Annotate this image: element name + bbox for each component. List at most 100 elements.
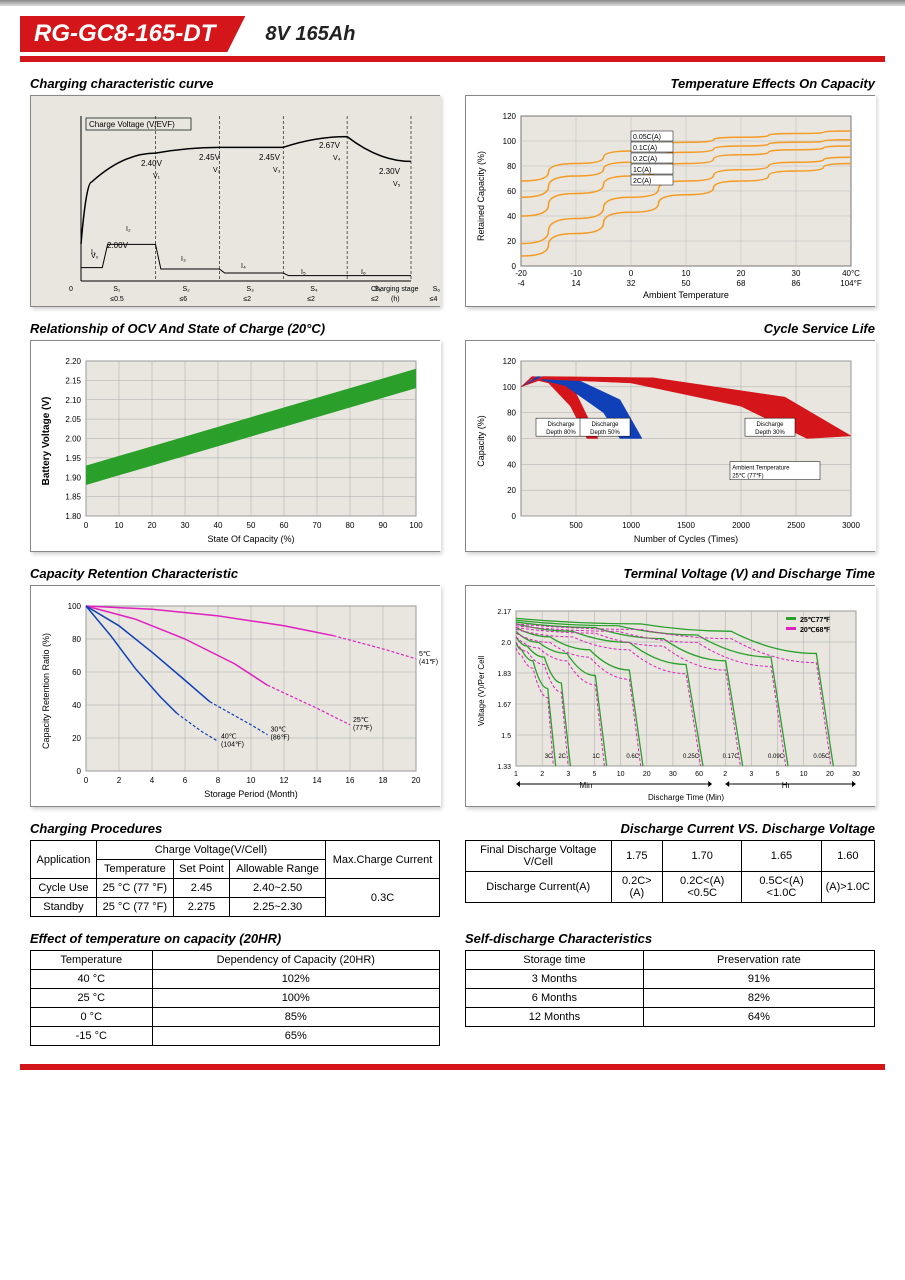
- svg-text:18: 18: [379, 776, 388, 785]
- svg-text:20: 20: [412, 776, 421, 785]
- svg-text:60: 60: [507, 187, 516, 196]
- chart5: 020406080100024681012141618205℃(41℉)25℃(…: [30, 585, 440, 807]
- svg-text:-10: -10: [570, 269, 582, 278]
- svg-text:0: 0: [77, 767, 82, 776]
- svg-text:I₃: I₃: [181, 256, 186, 263]
- chart6-title: Terminal Voltage (V) and Discharge Time: [465, 566, 875, 581]
- svg-text:≤2: ≤2: [307, 296, 315, 303]
- svg-text:1.5: 1.5: [501, 733, 511, 740]
- svg-text:Ambient Temperature: Ambient Temperature: [732, 466, 790, 472]
- svg-text:(104℉): (104℉): [221, 741, 244, 748]
- svg-text:60: 60: [72, 668, 81, 677]
- svg-text:3000: 3000: [842, 521, 860, 530]
- svg-text:104°F: 104°F: [840, 279, 862, 288]
- svg-text:80: 80: [507, 162, 516, 171]
- svg-text:12: 12: [280, 776, 289, 785]
- chart3: 1.801.851.901.952.002.052.102.152.200102…: [30, 340, 440, 552]
- svg-text:S₆: S₆: [433, 286, 441, 293]
- svg-text:Voltage (V)/Per Cell: Voltage (V)/Per Cell: [477, 656, 486, 726]
- chart6: 1.331.51.671.832.02.173C2C1C0.6C0.25C0.1…: [465, 585, 875, 807]
- table2-title: Discharge Current VS. Discharge Voltage: [465, 821, 875, 836]
- svg-text:20℃68℉: 20℃68℉: [800, 626, 830, 634]
- table3-title: Effect of temperature on capacity (20HR): [30, 931, 440, 946]
- svg-text:1.33: 1.33: [497, 764, 511, 771]
- table1-title: Charging Procedures: [30, 821, 440, 836]
- svg-text:10: 10: [115, 521, 124, 530]
- product-badge: RG-GC8-165-DT: [20, 16, 245, 52]
- svg-text:16: 16: [346, 776, 355, 785]
- svg-text:≤4: ≤4: [430, 296, 438, 303]
- svg-text:Discharge Time (Min): Discharge Time (Min): [648, 793, 724, 802]
- footer-red-bar: [20, 1064, 885, 1070]
- svg-text:120: 120: [503, 112, 517, 121]
- svg-text:20: 20: [643, 771, 651, 778]
- svg-text:120: 120: [503, 357, 517, 366]
- table3: TemperatureDependency of Capacity (20HR)…: [30, 950, 440, 1046]
- svg-text:20: 20: [826, 771, 834, 778]
- svg-text:10: 10: [617, 771, 625, 778]
- chart1-title: Charging characteristic curve: [30, 76, 440, 91]
- svg-text:3: 3: [749, 771, 753, 778]
- svg-text:1.90: 1.90: [65, 473, 81, 482]
- svg-text:1.85: 1.85: [65, 493, 81, 502]
- svg-text:Battery Voltage (V): Battery Voltage (V): [41, 397, 52, 486]
- svg-text:0: 0: [629, 269, 634, 278]
- svg-text:2: 2: [117, 776, 122, 785]
- svg-text:50: 50: [682, 279, 691, 288]
- svg-text:40°C: 40°C: [842, 269, 860, 278]
- svg-text:(86℉): (86℉): [271, 735, 290, 742]
- svg-text:Depth 80%: Depth 80%: [546, 430, 576, 436]
- svg-text:1.67: 1.67: [497, 702, 511, 709]
- svg-text:30: 30: [792, 269, 801, 278]
- svg-text:30: 30: [181, 521, 190, 530]
- svg-text:2.30V: 2.30V: [379, 167, 401, 176]
- svg-text:Depth 30%: Depth 30%: [755, 430, 785, 436]
- svg-text:80: 80: [346, 521, 355, 530]
- svg-text:S₂: S₂: [182, 286, 190, 293]
- svg-text:70: 70: [313, 521, 322, 530]
- svg-text:2: 2: [723, 771, 727, 778]
- svg-text:0.17C: 0.17C: [723, 754, 740, 760]
- table2: Final Discharge Voltage V/Cell1.751.701.…: [465, 840, 875, 903]
- svg-text:40: 40: [214, 521, 223, 530]
- svg-text:Charge Voltage (V/EVF): Charge Voltage (V/EVF): [89, 120, 175, 129]
- top-gradient-bar: [0, 0, 905, 6]
- svg-text:500: 500: [569, 521, 583, 530]
- svg-text:0.09C: 0.09C: [768, 754, 785, 760]
- svg-text:10: 10: [682, 269, 691, 278]
- svg-text:(77℉): (77℉): [353, 725, 372, 732]
- svg-text:40: 40: [507, 460, 516, 469]
- svg-text:V₃: V₃: [273, 167, 281, 174]
- svg-text:-20: -20: [515, 269, 527, 278]
- svg-text:40: 40: [507, 212, 516, 221]
- svg-text:30: 30: [669, 771, 677, 778]
- svg-text:V₅: V₅: [393, 181, 401, 188]
- table4: Storage timePreservation rate3 Months91%…: [465, 950, 875, 1027]
- svg-text:0: 0: [512, 512, 517, 521]
- svg-text:V₂: V₂: [213, 167, 221, 174]
- svg-text:Ambient Temperature: Ambient Temperature: [643, 290, 729, 300]
- svg-text:Storage Period (Month): Storage Period (Month): [204, 789, 298, 799]
- svg-text:20: 20: [72, 734, 81, 743]
- svg-text:20: 20: [507, 486, 516, 495]
- svg-text:10: 10: [800, 771, 808, 778]
- svg-text:2C(A): 2C(A): [633, 178, 651, 185]
- svg-text:20: 20: [148, 521, 157, 530]
- svg-text:2.0: 2.0: [501, 640, 511, 647]
- svg-text:0.1C(A): 0.1C(A): [633, 145, 657, 152]
- svg-text:100: 100: [68, 602, 82, 611]
- svg-text:86: 86: [792, 279, 801, 288]
- svg-text:0: 0: [84, 521, 89, 530]
- svg-text:2500: 2500: [787, 521, 805, 530]
- svg-text:2.67V: 2.67V: [319, 141, 341, 150]
- svg-text:I₁: I₁: [91, 249, 96, 256]
- svg-text:State Of Capacity (%): State Of Capacity (%): [207, 534, 294, 544]
- svg-text:Discharge: Discharge: [591, 422, 619, 428]
- chart3-title: Relationship of OCV And State of Charge …: [30, 321, 440, 336]
- svg-text:0.25C: 0.25C: [683, 754, 700, 760]
- svg-text:100: 100: [503, 137, 517, 146]
- svg-text:Capacity Retention Ratio (%): Capacity Retention Ratio (%): [41, 633, 51, 749]
- svg-text:(h): (h): [391, 296, 400, 303]
- svg-text:3: 3: [566, 771, 570, 778]
- svg-text:2.20: 2.20: [65, 357, 81, 366]
